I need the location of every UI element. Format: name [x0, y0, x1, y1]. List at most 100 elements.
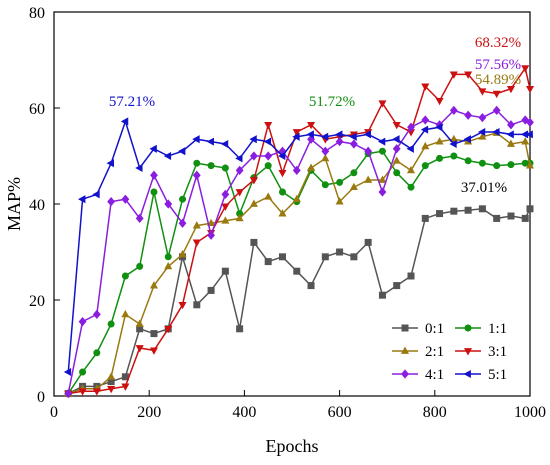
data-point [278, 209, 287, 217]
data-point [164, 261, 173, 270]
series-line [68, 66, 531, 395]
data-point [420, 125, 429, 134]
data-point [393, 282, 401, 290]
annotations-layer: 57.21% 51.72% 68.32% 57.56%54.89% 37.01% [109, 35, 521, 196]
data-point [278, 188, 286, 196]
y-tick-label: 0 [37, 389, 45, 406]
data-point [221, 203, 230, 211]
annotation-label: 51.72% [309, 94, 355, 110]
data-point [321, 146, 330, 156]
data-point [120, 117, 129, 126]
data-point [378, 147, 386, 155]
data-point [450, 207, 458, 215]
legend-swatch-marker [400, 346, 410, 354]
data-point [526, 117, 534, 128]
legend-item: 5:1 [455, 367, 507, 383]
data-point [506, 139, 515, 147]
data-point [464, 110, 473, 120]
data-point [378, 100, 387, 108]
data-point [493, 214, 501, 222]
data-point [92, 388, 101, 396]
data-point [364, 238, 372, 246]
data-point [350, 169, 358, 177]
data-point [378, 175, 387, 183]
data-point [92, 309, 101, 320]
legend-item: 3:1 [455, 344, 507, 360]
data-point [525, 161, 535, 169]
data-point [421, 115, 430, 125]
data-point [178, 218, 187, 228]
data-point [78, 388, 87, 396]
data-point [507, 120, 515, 130]
data-point [526, 205, 534, 213]
data-point [336, 248, 344, 256]
data-point [192, 135, 200, 144]
data-point [492, 90, 501, 99]
data-point [135, 319, 144, 327]
data-point [192, 239, 201, 247]
data-point [436, 210, 444, 218]
data-point [78, 195, 86, 204]
data-point [193, 159, 201, 167]
data-point [378, 187, 387, 197]
x-tick-label: 800 [423, 404, 447, 421]
data-point [407, 122, 415, 132]
data-point [478, 205, 486, 213]
data-point [335, 136, 344, 147]
data-point [364, 146, 373, 156]
data-point [493, 162, 501, 170]
annotation-label: 57.21% [109, 94, 155, 110]
data-point [263, 137, 272, 146]
data-point [507, 161, 515, 169]
data-point [320, 132, 329, 141]
data-point [149, 347, 158, 355]
data-point [449, 139, 457, 149]
data-point [264, 162, 272, 170]
x-tick-label: 200 [137, 404, 161, 421]
data-point [306, 130, 314, 139]
annotation-label: 57.56% [475, 57, 521, 73]
data-point [521, 65, 530, 73]
data-point [135, 345, 144, 353]
data-point [178, 147, 186, 156]
data-point [136, 262, 144, 270]
data-point [321, 153, 330, 162]
data-point [478, 132, 487, 140]
data-point [92, 190, 100, 199]
data-point [278, 151, 286, 161]
data-point [378, 291, 386, 299]
data-point [249, 177, 258, 185]
data-point [107, 372, 116, 380]
data-point [392, 144, 401, 154]
data-point [435, 97, 444, 106]
series-line [67, 150, 530, 395]
data-point [293, 267, 301, 275]
legend-swatch-marker [463, 369, 471, 379]
annotation-label: 68.32% [475, 35, 521, 51]
data-point [264, 151, 273, 161]
legend-label: 0:1 [425, 321, 444, 337]
y-axis-label: MAP% [4, 177, 24, 231]
data-point [292, 129, 301, 137]
data-point [464, 206, 472, 214]
data-point [364, 175, 373, 183]
data-point [121, 272, 129, 280]
data-point [421, 83, 430, 91]
data-point [477, 127, 486, 137]
data-point [149, 144, 157, 153]
data-point [250, 238, 258, 246]
data-point [492, 127, 500, 137]
series-line [68, 132, 531, 395]
data-point [121, 194, 130, 204]
data-point [435, 137, 444, 145]
data-point [406, 165, 416, 174]
x-tick-label: 0 [50, 404, 58, 421]
data-point [278, 169, 287, 178]
data-point [192, 170, 201, 180]
data-point [521, 137, 530, 145]
data-point [64, 388, 73, 399]
data-point [221, 216, 230, 224]
data-point [150, 188, 158, 196]
legend-item: 4:1 [392, 367, 444, 383]
